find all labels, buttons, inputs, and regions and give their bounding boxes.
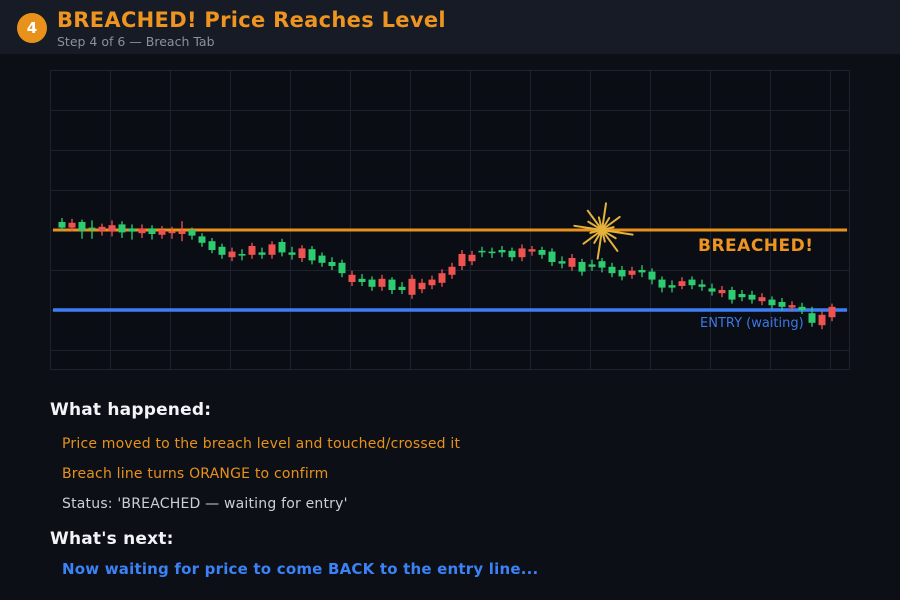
step-number: 4 [26, 19, 38, 37]
candle [598, 258, 606, 273]
candle [648, 268, 656, 285]
what-happened-heading: What happened: [50, 400, 212, 420]
candle [418, 278, 426, 294]
candle [98, 223, 106, 236]
candle [268, 241, 276, 259]
candle [808, 306, 816, 327]
candle [458, 250, 466, 270]
candle [328, 257, 336, 270]
candle [558, 256, 566, 269]
candle [678, 277, 686, 290]
candle [688, 276, 696, 290]
candle [218, 243, 226, 259]
candle [438, 269, 446, 287]
step-subtitle: Step 4 of 6 — Breach Tab [57, 34, 215, 50]
candle [58, 218, 66, 231]
candle [388, 277, 396, 294]
whats-next-heading: What's next: [50, 529, 174, 549]
candle [548, 248, 556, 266]
candle [528, 246, 536, 256]
candle [238, 249, 246, 261]
step-badge: 4 [17, 13, 47, 43]
candle [588, 259, 596, 271]
candle [278, 238, 286, 257]
bullet-price-moved: Price moved to the breach level and touc… [62, 436, 461, 452]
candle [578, 258, 586, 276]
candle [788, 301, 796, 312]
candle [368, 276, 376, 291]
candle [188, 227, 196, 240]
entry-line-label: ENTRY (waiting) [700, 316, 804, 331]
candle [358, 274, 366, 286]
candle [348, 270, 356, 286]
candle [228, 247, 236, 262]
candle [168, 226, 176, 239]
candle [298, 245, 306, 262]
candle [638, 265, 646, 278]
candle [398, 282, 406, 294]
candle [208, 238, 216, 254]
candle [248, 242, 256, 259]
candle [108, 220, 116, 237]
candle [498, 246, 506, 258]
bullet-status: Status: 'BREACHED — waiting for entry' [62, 496, 348, 512]
candle [698, 279, 706, 291]
candle [468, 250, 476, 266]
candle [68, 218, 76, 232]
candle [78, 219, 86, 239]
candle [338, 259, 346, 278]
bullet-breach-line-orange: Breach line turns ORANGE to confirm [62, 466, 329, 482]
candle [538, 246, 546, 259]
candle [128, 224, 136, 240]
candle [798, 302, 806, 314]
breach-starburst-icon [573, 202, 634, 260]
candle [148, 225, 156, 240]
candle [408, 274, 416, 299]
candle [378, 274, 386, 291]
candle [138, 224, 146, 238]
candle [828, 303, 836, 322]
candle [738, 290, 746, 302]
candle [478, 246, 486, 258]
candle [668, 280, 676, 293]
breach-status-label: BREACHED! [698, 236, 814, 256]
candle [488, 247, 496, 258]
candle [508, 247, 516, 262]
whats-next-body: Now waiting for price to come BACK to th… [62, 560, 539, 578]
candle [118, 221, 126, 238]
chart-panel: BREACHED! ENTRY (waiting) [50, 70, 850, 370]
candle [728, 286, 736, 304]
page-title: BREACHED! Price Reaches Level [57, 8, 446, 32]
candle [288, 246, 296, 260]
candle [748, 290, 756, 304]
candle [198, 233, 206, 247]
candle [658, 276, 666, 293]
candle [448, 262, 456, 279]
candlestick-chart [50, 70, 850, 370]
candle [768, 296, 776, 310]
candle [718, 286, 726, 298]
candle [618, 266, 626, 281]
candle [88, 220, 96, 239]
candles [58, 218, 836, 330]
candle [818, 310, 826, 330]
candle [178, 221, 186, 242]
candle [518, 244, 526, 262]
candle [158, 226, 166, 239]
candle [308, 246, 316, 265]
candle [628, 266, 636, 279]
chart-grid [50, 70, 850, 370]
header-titles: BREACHED! Price Reaches Level Step 4 of … [57, 8, 446, 49]
candle [258, 247, 266, 259]
candle [608, 262, 616, 278]
candle [318, 252, 326, 267]
candle [758, 293, 766, 306]
candle [428, 275, 436, 290]
header: 4 BREACHED! Price Reaches Level Step 4 o… [0, 0, 900, 54]
candle [778, 298, 786, 311]
candle [708, 283, 716, 296]
candle [568, 254, 576, 271]
